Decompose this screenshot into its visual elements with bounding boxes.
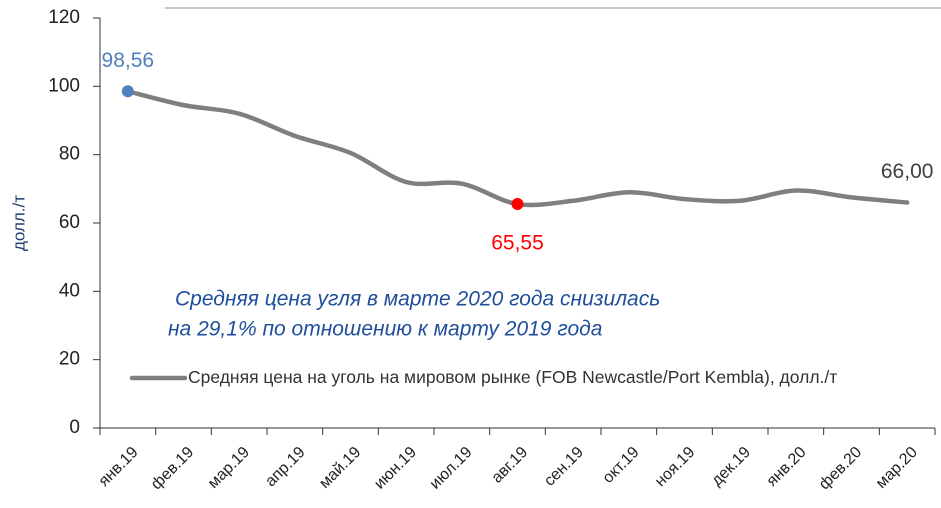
legend-label: Средняя цена на уголь на мировом рынке (… [188,367,838,387]
x-tick-label: дек.19 [708,444,754,490]
annotation: Средняя цена угля в марте 2020 года сниз… [175,288,660,311]
x-tick-label: мар.20 [873,444,921,492]
data-label: 65,55 [491,232,544,255]
x-tick-label: апр.19 [262,444,309,491]
x-tick-label: май.19 [316,444,364,492]
data-label: 98,56 [102,49,155,72]
x-tick-label: мар.19 [205,444,253,492]
y-tick-label: 40 [59,280,80,301]
x-tick-label: авг.19 [489,444,532,487]
x-tick-label: июл.19 [427,444,476,493]
y-axis-label: долл./т [9,195,28,251]
x-tick-label: янв.20 [764,444,810,490]
annotation: на 29,1% по отношению к марту 2019 года [168,318,602,341]
y-tick-label: 20 [59,349,80,370]
y-tick-label: 100 [48,75,80,96]
x-tick-label: июн.19 [371,444,420,493]
y-tick-label: 60 [59,212,80,233]
x-tick-label: окт.19 [600,444,643,487]
x-tick-label: фев.20 [816,444,865,493]
x-tick-label: ноя.19 [652,444,698,490]
x-tick-label: фев.19 [148,444,197,493]
y-tick-label: 0 [69,417,80,438]
y-tick-label: 120 [48,7,80,28]
point-marker [121,85,134,98]
y-tick-label: 80 [59,144,80,165]
x-tick-label: сен.19 [541,444,587,490]
data-label: 66,00 [881,160,934,183]
series-line [125,89,910,208]
point-marker [511,198,524,211]
legend-box: Средняя цена на уголь на мировом рынке (… [188,367,838,387]
x-tick-label: янв.19 [96,444,142,490]
